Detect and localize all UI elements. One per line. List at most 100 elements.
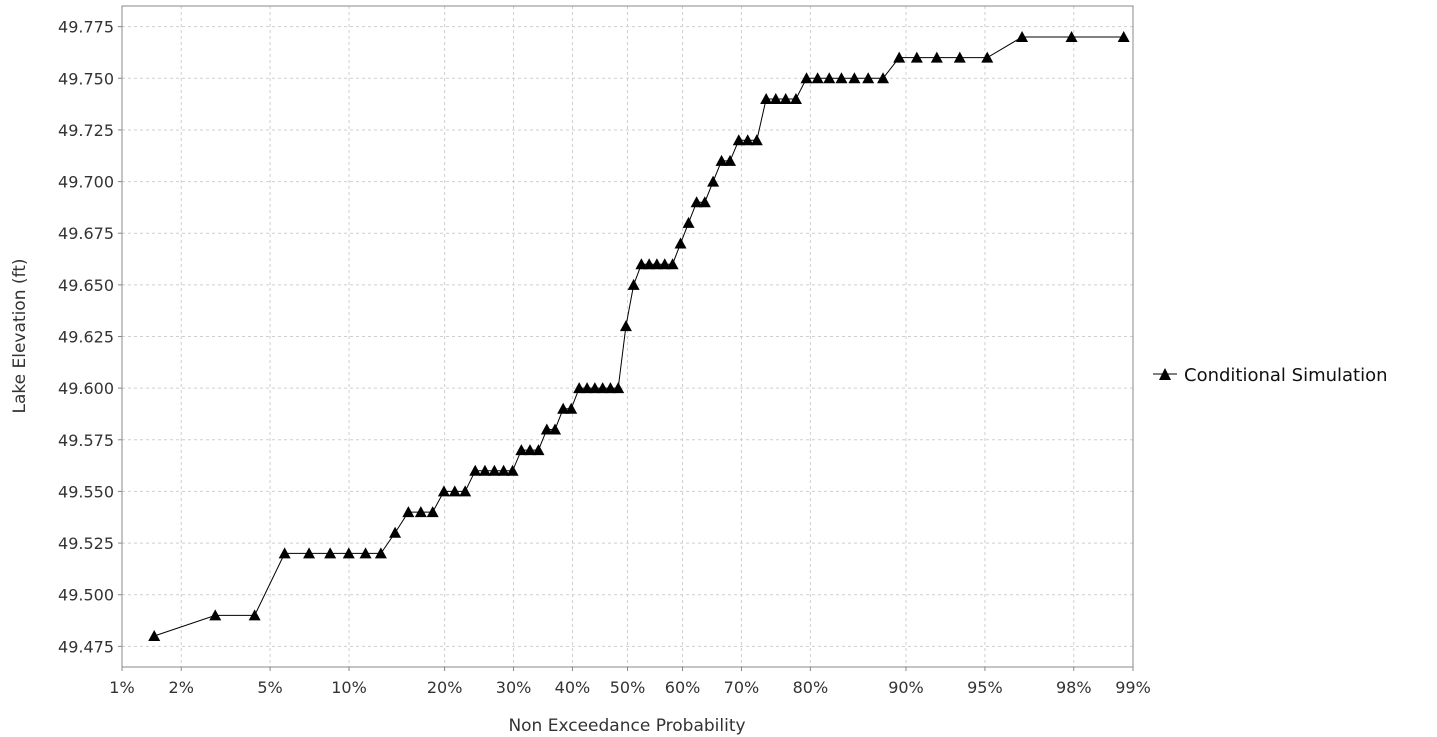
data-point-triangle	[707, 175, 720, 187]
data-point-triangle	[981, 51, 994, 63]
data-point-triangle	[324, 547, 337, 559]
data-point-triangle	[573, 382, 586, 394]
axis-ticks: 1% 2% 5% 10% 20% 30% 40% 50% 60% 70% 80% 90% 95% 98% 9…	[58, 18, 1151, 697]
series-line	[154, 36, 1124, 637]
y-tick-label: 49.675	[58, 224, 114, 243]
y-tick-label: 49.725	[58, 121, 114, 140]
x-tick-label: 20%	[427, 678, 463, 697]
data-point-triangle	[760, 92, 773, 104]
data-point-triangle	[248, 609, 261, 621]
data-point-triangle	[635, 258, 648, 270]
y-tick-label: 49.500	[58, 586, 114, 605]
data-point-triangle	[682, 216, 695, 228]
legend-triangle-icon	[1159, 368, 1171, 380]
x-tick-label: 40%	[555, 678, 591, 697]
legend-label: Conditional Simulation	[1184, 365, 1388, 386]
x-tick-label: 70%	[724, 678, 760, 697]
data-point-triangle	[497, 464, 510, 476]
data-point-triangle	[540, 423, 553, 435]
data-point-triangle	[835, 72, 848, 84]
data-point-triangle	[769, 92, 782, 104]
data-point-triangle	[596, 382, 609, 394]
data-point-triangle	[715, 154, 728, 166]
data-point-triangle	[823, 72, 836, 84]
x-tick-label: 80%	[793, 678, 829, 697]
data-point-triangle	[724, 154, 737, 166]
data-point-triangle	[359, 547, 372, 559]
y-tick-label: 49.625	[58, 328, 114, 347]
data-point-triangle	[565, 402, 578, 414]
x-tick-label: 99%	[1115, 678, 1151, 697]
data-point-triangle	[953, 51, 966, 63]
data-point-triangle	[658, 258, 671, 270]
data-point-triangle	[588, 382, 601, 394]
data-point-triangle	[690, 196, 703, 208]
data-point-triangle	[374, 547, 387, 559]
data-point-triangle	[469, 464, 482, 476]
data-point-triangle	[1117, 30, 1130, 42]
data-point-triangle	[604, 382, 617, 394]
y-tick-label: 49.575	[58, 431, 114, 450]
data-point-triangle	[532, 444, 545, 456]
data-point-triangle	[414, 506, 427, 518]
data-point-triangle	[303, 547, 316, 559]
data-point-triangle	[612, 382, 625, 394]
data-point-triangle	[148, 630, 161, 642]
x-axis-title: Non Exceedance Probability	[508, 716, 745, 736]
data-point-triangle	[426, 506, 439, 518]
y-tick-label: 49.750	[58, 69, 114, 88]
y-axis-title: Lake Elevation (ft)	[10, 259, 30, 414]
data-point-triangle	[800, 72, 813, 84]
data-point-triangle	[478, 464, 491, 476]
data-point-triangle	[402, 506, 415, 518]
x-tick-label: 60%	[665, 678, 701, 697]
x-tick-label: 5%	[257, 678, 282, 697]
data-point-triangle	[1065, 30, 1078, 42]
data-point-triangle	[732, 134, 745, 146]
data-point-triangle	[209, 609, 222, 621]
data-point-triangle	[342, 547, 355, 559]
x-tick-label: 2%	[169, 678, 194, 697]
data-point-triangle	[862, 72, 875, 84]
x-tick-label: 95%	[967, 678, 1003, 697]
data-point-triangle	[650, 258, 663, 270]
y-tick-label: 49.650	[58, 276, 114, 295]
data-point-triangle	[789, 92, 802, 104]
legend: Conditional Simulation	[1153, 365, 1388, 386]
data-point-triangle	[741, 134, 754, 146]
x-tick-label: 50%	[610, 678, 646, 697]
data-point-triangle	[893, 51, 906, 63]
y-tick-label: 49.700	[58, 173, 114, 192]
data-point-triangle	[643, 258, 656, 270]
data-point-triangle	[459, 485, 472, 497]
data-point-triangle	[549, 423, 562, 435]
x-tick-label: 10%	[331, 678, 367, 697]
data-point-triangle	[437, 485, 450, 497]
y-tick-label: 49.525	[58, 534, 114, 553]
data-point-triangle	[488, 464, 501, 476]
plot-area-border	[121, 5, 1134, 668]
data-point-triangle	[1016, 30, 1029, 42]
data-point-triangle	[581, 382, 594, 394]
data-point-triangle	[698, 196, 711, 208]
data-point-triangle	[910, 51, 923, 63]
data-point-triangle	[674, 237, 687, 249]
data-point-triangle	[848, 72, 861, 84]
y-tick-label: 49.475	[58, 637, 114, 656]
data-point-triangle	[619, 320, 632, 332]
data-point-triangle	[278, 547, 291, 559]
x-tick-label: 98%	[1056, 678, 1092, 697]
data-point-triangle	[389, 526, 402, 538]
data-point-triangle	[523, 444, 536, 456]
data-point-triangle	[666, 258, 679, 270]
data-point-triangle	[930, 51, 943, 63]
data-point-triangle	[811, 72, 824, 84]
data-point-triangle	[627, 278, 640, 290]
y-tick-label: 49.550	[58, 482, 114, 501]
data-point-triangle	[506, 464, 519, 476]
x-tick-label: 1%	[109, 678, 134, 697]
data-point-triangle	[557, 402, 570, 414]
y-tick-label: 49.600	[58, 379, 114, 398]
